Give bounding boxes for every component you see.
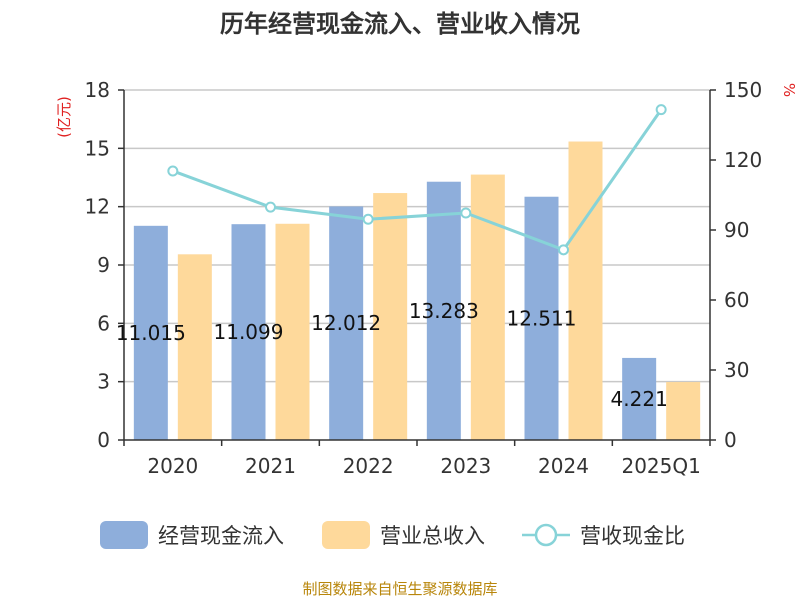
right-axis-tick-label: 120 (724, 148, 762, 172)
source-note: 制图数据来自恒生聚源数据库 (302, 580, 497, 598)
left-axis-tick-label: 3 (97, 370, 110, 394)
line-point (460, 207, 472, 219)
axes-layer: 0 3 6 9 12 15 18 0 30 60 90 120 150 2020 2021 2022 2023 2… (85, 78, 763, 478)
line-point (362, 213, 374, 225)
left-axis-tick-label: 9 (97, 253, 110, 277)
bar-data-label: 4.221 (611, 387, 668, 411)
bar-revenue (470, 174, 505, 441)
right-axis-tick-label: 0 (724, 428, 737, 452)
line-point (265, 201, 276, 213)
bar-revenue (177, 254, 212, 440)
legend-swatch (322, 521, 370, 549)
line-cash-ratio (172, 108, 663, 252)
left-axis-tick-label: 15 (85, 136, 110, 160)
bars-layer (133, 141, 701, 441)
bar-data-label: 13.283 (409, 299, 479, 323)
bar-revenue (275, 223, 310, 440)
bar-cash-inflow (329, 206, 364, 440)
bar-cash-inflow (426, 181, 461, 440)
legend-swatch (100, 521, 148, 549)
bar-cash-inflow (622, 357, 657, 440)
bar-data-label: 12.511 (507, 306, 577, 330)
legend: 经营现金流入 营业总收入 营收现金比 (100, 521, 685, 549)
left-axis-tick-label: 0 (97, 428, 110, 452)
bar-cash-inflow (133, 225, 168, 440)
legend-marker (534, 523, 558, 547)
bar-data-label: 12.012 (311, 311, 381, 335)
line-point (558, 244, 569, 256)
right-axis-tick-label: 30 (724, 358, 749, 382)
left-axis-tick-label: 18 (85, 78, 110, 102)
legend-label: 营收现金比 (580, 524, 685, 548)
left-axis-tick-label: 6 (97, 311, 110, 335)
grid-layer (124, 89, 710, 383)
chart-title: 历年经营现金流入、营业收入情况 (220, 10, 580, 38)
x-axis-tick-label: 2022 (343, 454, 394, 478)
bar-cash-inflow (231, 224, 266, 440)
labels-layer: 11.015 11.099 12.012 13.283 12.511 4.221 (116, 299, 668, 411)
right-axis-unit: % (780, 83, 798, 97)
bar-data-label: 11.015 (116, 321, 186, 345)
x-axis-tick-label: 2023 (440, 454, 491, 478)
line-layer (167, 104, 667, 256)
legend-label: 经营现金流入 (158, 524, 284, 548)
bar-revenue (666, 382, 701, 440)
x-axis-tick-label: 2020 (147, 454, 198, 478)
x-axis-tick-label: 2021 (245, 454, 296, 478)
x-axis-tick-label: 2025Q1 (621, 454, 700, 478)
right-axis-tick-label: 60 (724, 288, 749, 312)
legend-label: 营业总收入 (380, 524, 485, 548)
bar-revenue (568, 141, 603, 440)
left-axis-unit: (亿元) (55, 96, 73, 138)
bar-data-label: 11.099 (214, 320, 284, 344)
right-axis-tick-label: 150 (724, 78, 762, 102)
x-axis-tick-label: 2024 (538, 454, 589, 478)
line-point (655, 104, 667, 116)
right-axis-tick-label: 90 (724, 218, 749, 242)
left-axis-tick-label: 12 (85, 195, 110, 219)
line-point (167, 165, 179, 177)
bar-revenue (373, 193, 408, 440)
